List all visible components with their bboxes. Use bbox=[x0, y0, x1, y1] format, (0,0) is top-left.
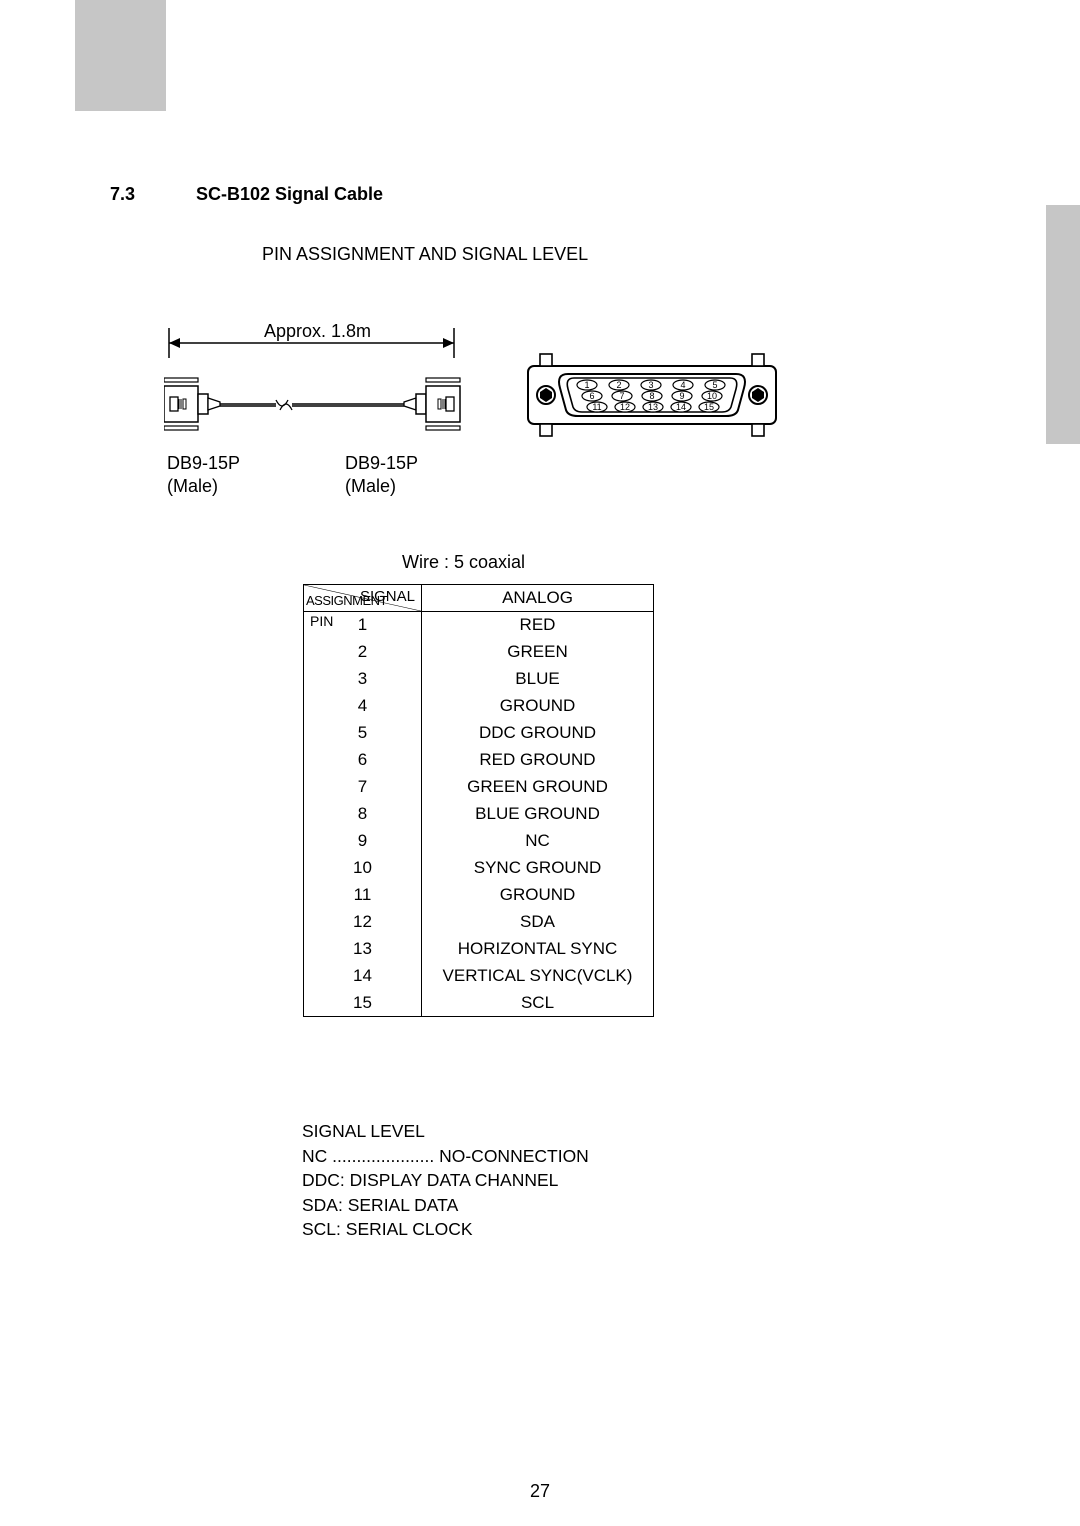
section-title: SC-B102 Signal Cable bbox=[196, 184, 383, 205]
subtitle: PIN ASSIGNMENT AND SIGNAL LEVEL bbox=[262, 244, 588, 265]
signal-cell: SCL bbox=[422, 990, 654, 1017]
signal-cell: SYNC GROUND bbox=[422, 855, 654, 882]
pin-assignment-table: SIGNAL PIN ASSIGNMENT ANALOG 1RED2GREEN3… bbox=[303, 584, 654, 1017]
signal-cell: DDC GROUND bbox=[422, 720, 654, 747]
svg-text:12: 12 bbox=[620, 402, 630, 412]
table-row: 13HORIZONTAL SYNC bbox=[304, 936, 654, 963]
legend-line-3: DDC: DISPLAY DATA CHANNEL bbox=[302, 1168, 589, 1193]
header-pin-label: PIN bbox=[310, 613, 333, 629]
pin-cell: 8 bbox=[304, 801, 422, 828]
svg-text:7: 7 bbox=[619, 391, 624, 401]
table-row: 9NC bbox=[304, 828, 654, 855]
table-row: 4GROUND bbox=[304, 693, 654, 720]
pin-cell: 3 bbox=[304, 666, 422, 693]
pin-cell: 2 bbox=[304, 639, 422, 666]
signal-cell: SDA bbox=[422, 909, 654, 936]
left-connector-type: DB9-15P bbox=[167, 453, 240, 473]
svg-text:11: 11 bbox=[592, 402, 601, 412]
pin-cell: 10 bbox=[304, 855, 422, 882]
table-row: 12SDA bbox=[304, 909, 654, 936]
table-row: 14VERTICAL SYNC(VCLK) bbox=[304, 963, 654, 990]
right-connector-type: DB9-15P bbox=[345, 453, 418, 473]
svg-text:4: 4 bbox=[680, 380, 685, 390]
pin-cell: 13 bbox=[304, 936, 422, 963]
header-assignment-label: ASSIGNMENT bbox=[306, 593, 387, 608]
pin-cell: 4 bbox=[304, 693, 422, 720]
svg-text:6: 6 bbox=[589, 391, 594, 401]
table-row: 2GREEN bbox=[304, 639, 654, 666]
table-row: 15SCL bbox=[304, 990, 654, 1017]
signal-cell: RED bbox=[422, 612, 654, 639]
legend-line-5: SCL: SERIAL CLOCK bbox=[302, 1217, 589, 1242]
pin-cell: 7 bbox=[304, 774, 422, 801]
signal-cell: GREEN bbox=[422, 639, 654, 666]
legend-block: SIGNAL LEVEL NC ..................... NO… bbox=[302, 1119, 589, 1242]
left-connector-label: DB9-15P (Male) bbox=[167, 452, 240, 499]
legend-line-1: SIGNAL LEVEL bbox=[302, 1119, 589, 1144]
page-number: 27 bbox=[0, 1481, 1080, 1502]
table-row: 10SYNC GROUND bbox=[304, 855, 654, 882]
signal-cell: GROUND bbox=[422, 882, 654, 909]
legend-line-4: SDA: SERIAL DATA bbox=[302, 1193, 589, 1218]
legend-line-2: NC ..................... NO-CONNECTION bbox=[302, 1144, 589, 1169]
pin-cell: 6 bbox=[304, 747, 422, 774]
table-body: 1RED2GREEN3BLUE4GROUND5DDC GROUND6RED GR… bbox=[304, 612, 654, 1017]
svg-text:2: 2 bbox=[616, 380, 621, 390]
table-row: 7GREEN GROUND bbox=[304, 774, 654, 801]
svg-text:1: 1 bbox=[584, 380, 589, 390]
pin-cell: 9 bbox=[304, 828, 422, 855]
pin-cell: 12 bbox=[304, 909, 422, 936]
signal-cell: VERTICAL SYNC(VCLK) bbox=[422, 963, 654, 990]
table-row: 5DDC GROUND bbox=[304, 720, 654, 747]
pin-cell: 11 bbox=[304, 882, 422, 909]
pin-cell: 15 bbox=[304, 990, 422, 1017]
signal-cell: HORIZONTAL SYNC bbox=[422, 936, 654, 963]
svg-text:9: 9 bbox=[679, 391, 684, 401]
signal-cell: GREEN GROUND bbox=[422, 774, 654, 801]
table-header-analog: ANALOG bbox=[422, 585, 654, 612]
left-connector-gender: (Male) bbox=[167, 476, 218, 496]
wire-description: Wire : 5 coaxial bbox=[402, 552, 525, 573]
connector-pinout-diagram: 123456789101112131415 bbox=[526, 352, 778, 438]
section-number: 7.3 bbox=[110, 184, 135, 205]
pin-cell: 14 bbox=[304, 963, 422, 990]
svg-text:5: 5 bbox=[712, 380, 717, 390]
svg-text:8: 8 bbox=[649, 391, 654, 401]
table-row: 1RED bbox=[304, 612, 654, 639]
cable-diagram bbox=[164, 328, 462, 440]
signal-cell: RED GROUND bbox=[422, 747, 654, 774]
pin-cell: 5 bbox=[304, 720, 422, 747]
signal-cell: NC bbox=[422, 828, 654, 855]
right-connector-label: DB9-15P (Male) bbox=[345, 452, 418, 499]
signal-cell: BLUE GROUND bbox=[422, 801, 654, 828]
svg-text:10: 10 bbox=[707, 391, 717, 401]
svg-text:3: 3 bbox=[648, 380, 653, 390]
table-row: 8BLUE GROUND bbox=[304, 801, 654, 828]
table-header-diagonal: SIGNAL PIN ASSIGNMENT bbox=[304, 585, 422, 612]
svg-text:13: 13 bbox=[648, 402, 658, 412]
table-row: 6RED GROUND bbox=[304, 747, 654, 774]
right-connector-gender: (Male) bbox=[345, 476, 396, 496]
svg-text:15: 15 bbox=[704, 402, 714, 412]
header-gray-block-left bbox=[75, 0, 166, 111]
svg-text:14: 14 bbox=[676, 402, 686, 412]
signal-cell: BLUE bbox=[422, 666, 654, 693]
signal-cell: GROUND bbox=[422, 693, 654, 720]
margin-gray-block-right bbox=[1046, 205, 1080, 444]
table-row: 3BLUE bbox=[304, 666, 654, 693]
table-row: 11GROUND bbox=[304, 882, 654, 909]
